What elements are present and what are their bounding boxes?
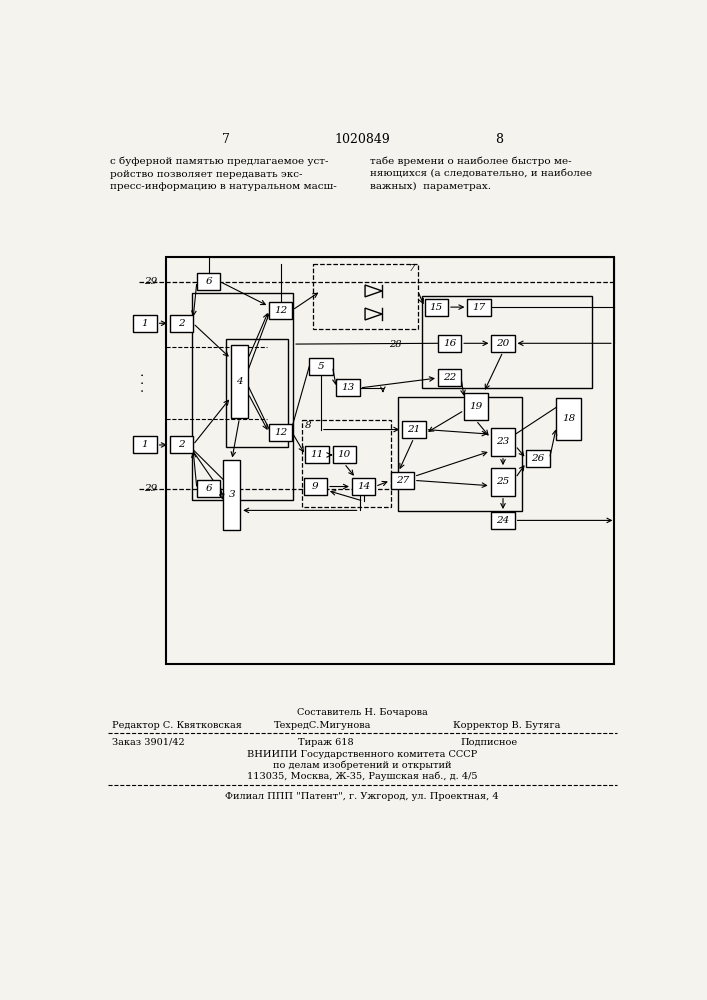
Text: 3: 3 (228, 490, 235, 499)
Bar (197, 273, 220, 290)
Text: 12: 12 (274, 428, 287, 437)
Text: 17: 17 (472, 303, 486, 312)
Bar (305, 446, 329, 463)
Bar (197, 480, 220, 497)
Bar (301, 420, 391, 507)
Bar (391, 472, 414, 489)
Bar (226, 339, 288, 447)
Text: 1020849: 1020849 (334, 133, 390, 146)
Text: 10: 10 (337, 450, 351, 459)
Bar (526, 450, 549, 467)
Text: 1: 1 (141, 440, 148, 449)
Bar (438, 335, 461, 352)
Text: 19: 19 (469, 402, 482, 411)
Bar (134, 315, 156, 332)
Text: 9: 9 (312, 482, 319, 491)
Bar (134, 436, 156, 453)
Text: 8: 8 (305, 421, 312, 430)
Bar (304, 478, 327, 495)
Text: Составитель Н. Бочарова: Составитель Н. Бочарова (296, 708, 427, 717)
Text: 8: 8 (495, 133, 503, 146)
Text: 18: 18 (562, 414, 575, 423)
Bar (166, 257, 614, 664)
Text: ВНИИПИ Государственного комитета СССР: ВНИИПИ Государственного комитета СССР (247, 750, 477, 759)
Bar (170, 436, 193, 453)
Bar (438, 369, 461, 386)
Text: 22: 22 (443, 373, 456, 382)
Text: табе времени о наиболее быстро ме-
няющихся (а следовательно, и наиболее
важных): табе времени о наиболее быстро ме- няющи… (370, 157, 592, 191)
Bar (309, 358, 332, 375)
Text: 16: 16 (443, 339, 456, 348)
Bar (467, 299, 491, 316)
Text: 26: 26 (531, 454, 544, 463)
Bar (223, 460, 240, 530)
Text: Подписное: Подписное (460, 738, 518, 747)
Text: Редактор С. Квятковская: Редактор С. Квятковская (112, 721, 242, 730)
Text: 15: 15 (430, 303, 443, 312)
Bar (192, 293, 293, 500)
Bar (421, 296, 592, 388)
Text: 23: 23 (496, 437, 510, 446)
Text: 29: 29 (144, 484, 157, 493)
Bar (170, 315, 193, 332)
Bar (464, 393, 488, 420)
Text: 14: 14 (357, 482, 370, 491)
Text: 13: 13 (341, 383, 355, 392)
Bar (231, 345, 248, 418)
Text: ТехредС.Мигунова: ТехредС.Мигунова (274, 721, 372, 730)
Bar (556, 398, 581, 440)
Text: 113035, Москва, Ж-35, Раушская наб., д. 4/5: 113035, Москва, Ж-35, Раушская наб., д. … (247, 771, 477, 781)
Bar (398, 397, 522, 511)
Text: 6: 6 (205, 484, 212, 493)
Text: 20: 20 (496, 339, 510, 348)
Bar (269, 424, 292, 441)
Text: 21: 21 (407, 425, 421, 434)
Bar (491, 428, 515, 456)
Text: · · ·: · · · (139, 372, 151, 392)
Bar (402, 421, 426, 438)
Text: 25: 25 (496, 477, 510, 486)
Text: 5: 5 (317, 362, 325, 371)
Text: Заказ 3901/42: Заказ 3901/42 (112, 738, 185, 747)
Text: с буферной памятью предлагаемое уст-
ройство позволяет передавать экс-
пресс-инф: с буферной памятью предлагаемое уст- рой… (110, 157, 337, 191)
Text: 1: 1 (141, 319, 148, 328)
Bar (352, 478, 375, 495)
Text: 4: 4 (236, 377, 243, 386)
Text: Корректор В. Бутяга: Корректор В. Бутяга (452, 721, 560, 730)
Text: 12: 12 (274, 306, 287, 315)
Text: 11: 11 (310, 450, 324, 459)
Text: Тираж 618: Тираж 618 (298, 738, 354, 747)
Text: 7: 7 (408, 264, 415, 273)
Text: по делам изобретений и открытий: по делам изобретений и открытий (273, 761, 451, 770)
Bar (425, 299, 448, 316)
Text: 2: 2 (178, 440, 185, 449)
Text: 29: 29 (144, 277, 157, 286)
Bar (332, 446, 356, 463)
Text: 24: 24 (496, 516, 510, 525)
Text: 6: 6 (205, 277, 212, 286)
Bar (337, 379, 360, 396)
Bar (491, 335, 515, 352)
Text: 7: 7 (221, 133, 230, 146)
Text: 27: 27 (396, 476, 409, 485)
Text: 28: 28 (389, 340, 402, 349)
Bar (491, 512, 515, 529)
Bar (313, 264, 418, 329)
Bar (491, 468, 515, 496)
Bar (269, 302, 292, 319)
Text: Филиал ППП "Патент", г. Ужгород, ул. Проектная, 4: Филиал ППП "Патент", г. Ужгород, ул. Про… (225, 792, 498, 801)
Text: 2: 2 (178, 319, 185, 328)
